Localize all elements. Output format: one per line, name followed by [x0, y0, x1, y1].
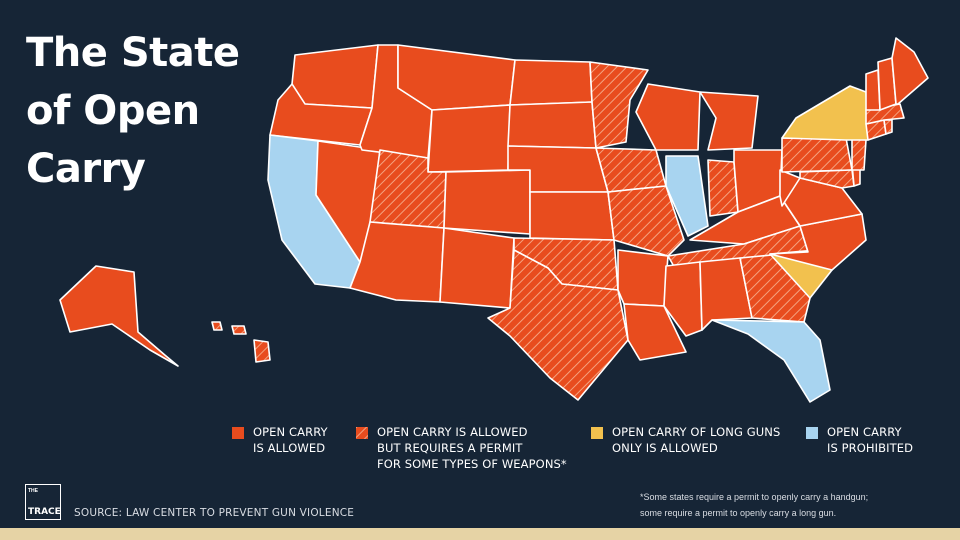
- state-tx: [487, 249, 629, 401]
- legend-swatch-prohibited: [806, 427, 818, 439]
- state-wy: [427, 104, 511, 173]
- state-hi: [211, 321, 271, 363]
- source-credit: SOURCE: LAW CENTER TO PREVENT GUN VIOLEN…: [74, 507, 355, 519]
- legend-swatch-allowed: [232, 427, 244, 439]
- legend-allowed: OPEN CARRY IS ALLOWED: [232, 424, 328, 456]
- state-ak: [59, 265, 179, 367]
- legend-label-long-guns: OPEN CARRY OF LONG GUNS ONLY IS ALLOWED: [612, 425, 781, 455]
- legend-label-permit: OPEN CARRY IS ALLOWED BUT REQUIRES A PER…: [377, 425, 567, 471]
- state-wi: [635, 83, 701, 151]
- state-mo: [607, 185, 685, 257]
- state-wv: [779, 169, 801, 207]
- bottom-paper-strip: [0, 528, 960, 540]
- legend-label-allowed: OPEN CARRY IS ALLOWED: [253, 425, 328, 455]
- state-nd: [509, 59, 593, 106]
- state-ia: [595, 147, 667, 193]
- legend-swatch-long-guns: [591, 427, 603, 439]
- legend-swatch-permit: [356, 427, 368, 439]
- legend-label-prohibited: OPEN CARRY IS PROHIBITED: [827, 425, 914, 455]
- state-ri: [883, 119, 893, 135]
- legend-permit: OPEN CARRY IS ALLOWED BUT REQUIRES A PER…: [356, 424, 567, 472]
- state-ar: [617, 249, 669, 307]
- state-co: [443, 169, 531, 235]
- slide-background: The State of Open Carry OPEN CARRY IS AL…: [0, 0, 960, 528]
- state-ks: [529, 191, 615, 241]
- title-line-1: The State: [26, 30, 240, 76]
- legend-long-guns: OPEN CARRY OF LONG GUNS ONLY IS ALLOWED: [591, 424, 780, 456]
- footnote: *Some states require a permit to openly …: [640, 492, 869, 518]
- logo-word: TRACE: [28, 507, 61, 517]
- state-md: [799, 169, 855, 189]
- title-line-2: of Open: [26, 88, 200, 134]
- logo-small-text: THE: [28, 488, 38, 494]
- state-la: [623, 303, 687, 361]
- state-sd: [507, 101, 597, 149]
- state-in: [707, 159, 739, 217]
- state-mn: [589, 61, 649, 149]
- title-line-3: Carry: [26, 146, 146, 192]
- state-me: [891, 37, 929, 105]
- state-pa: [781, 137, 853, 173]
- state-mt: [397, 44, 516, 111]
- state-mi: [699, 91, 759, 151]
- state-il: [665, 155, 709, 237]
- page-title: The State of Open Carry: [26, 24, 266, 198]
- legend-prohibited: OPEN CARRY IS PROHIBITED: [806, 424, 913, 456]
- state-nj: [851, 137, 867, 171]
- state-ms: [663, 261, 703, 337]
- state-al: [699, 257, 753, 331]
- state-nm: [439, 227, 515, 309]
- state-ny: [781, 85, 869, 141]
- the-trace-logo: THE TRACE: [25, 484, 61, 520]
- state-fl: [711, 319, 831, 403]
- state-wa: [291, 44, 379, 109]
